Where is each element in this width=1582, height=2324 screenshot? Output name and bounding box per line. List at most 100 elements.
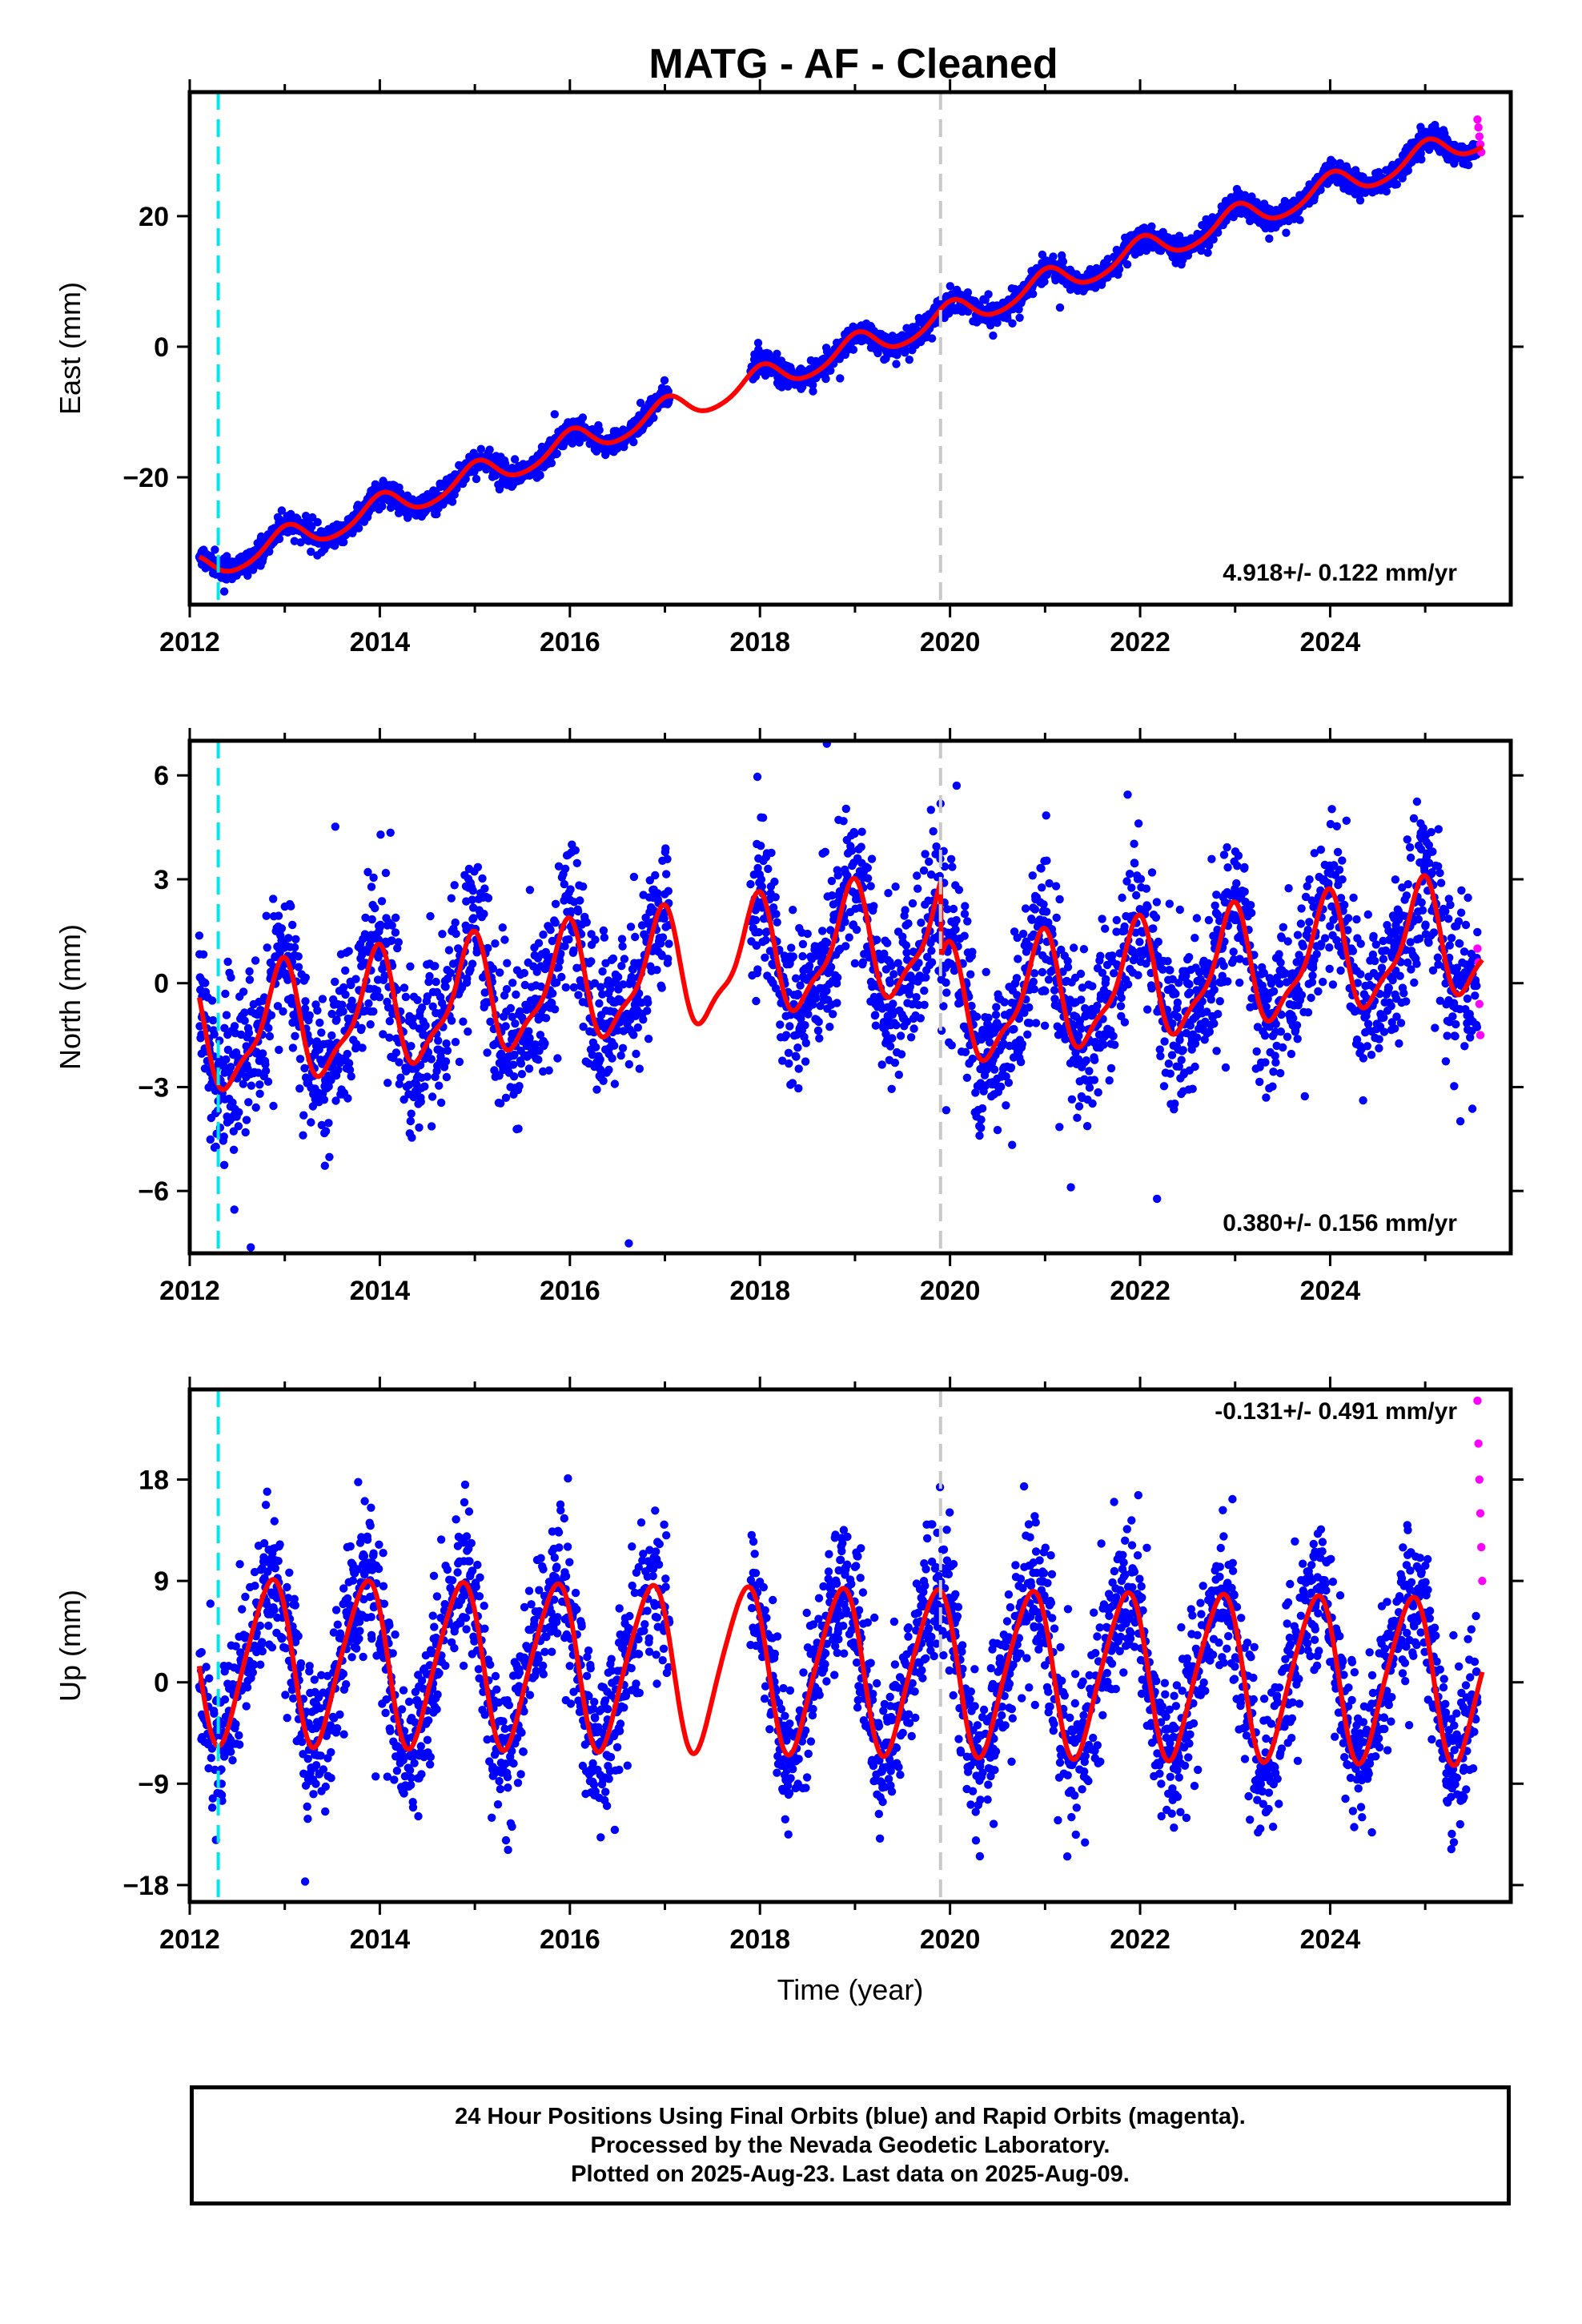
data-point: [540, 1039, 549, 1048]
data-point: [300, 1063, 309, 1073]
rapid-point: [1474, 123, 1483, 132]
data-point: [1316, 185, 1325, 195]
data-point: [263, 1077, 273, 1086]
data-point: [367, 883, 376, 891]
data-point: [244, 1098, 253, 1107]
data-point: [391, 913, 400, 923]
data-point: [962, 1073, 972, 1083]
data-point: [592, 1043, 600, 1051]
data-point: [660, 376, 669, 385]
data-point: [1014, 955, 1022, 963]
data-point: [261, 1059, 270, 1069]
data-point: [424, 1047, 433, 1057]
data-point: [926, 806, 936, 814]
data-point: [595, 425, 604, 435]
data-point: [662, 870, 671, 879]
data-point: [757, 875, 766, 884]
data-point: [778, 1056, 787, 1065]
data-point: [385, 1033, 394, 1042]
data-point: [1030, 985, 1039, 994]
data-point: [251, 1103, 260, 1112]
data-point: [219, 587, 229, 596]
data-point: [455, 1057, 464, 1067]
data-point: [379, 1030, 387, 1039]
data-point: [488, 964, 497, 973]
data-point: [261, 1067, 271, 1076]
data-point: [235, 1108, 243, 1117]
data-point: [239, 987, 248, 996]
data-point: [245, 975, 255, 984]
data-point: [509, 1072, 519, 1081]
data-point: [341, 990, 350, 999]
data-point: [354, 524, 363, 533]
data-point: [781, 1031, 791, 1039]
data-point: [269, 1101, 278, 1111]
data-point: [598, 990, 607, 999]
data-point: [391, 1048, 401, 1057]
data-point: [975, 1131, 984, 1140]
data-point: [228, 1098, 237, 1108]
data-point: [906, 1033, 916, 1042]
data-point: [841, 918, 849, 927]
data-point: [334, 1065, 343, 1075]
data-point: [552, 449, 561, 458]
data-point: [949, 904, 958, 914]
data-point: [195, 931, 204, 940]
data-point: [916, 1014, 926, 1023]
data-point: [825, 1023, 834, 1031]
rapid-point: [1473, 115, 1482, 124]
data-point: [240, 1016, 249, 1025]
data-point: [423, 1072, 432, 1081]
data-point: [758, 813, 768, 822]
data-point: [813, 1026, 823, 1035]
data-point: [785, 1059, 793, 1068]
data-point: [1004, 1078, 1014, 1088]
data-point: [264, 1023, 273, 1033]
data-point: [809, 380, 817, 389]
data-point: [299, 1131, 307, 1140]
data-point: [361, 913, 370, 923]
data-point: [391, 928, 400, 937]
data-point: [753, 772, 762, 782]
data-point: [539, 930, 548, 939]
data-point: [1282, 228, 1291, 237]
data-point: [626, 923, 636, 931]
data-point: [821, 374, 830, 384]
data-point: [420, 1082, 429, 1091]
data-point: [867, 854, 877, 863]
data-point: [331, 977, 339, 987]
data-point: [873, 935, 881, 944]
data-point: [331, 1096, 340, 1105]
data-point: [927, 958, 937, 967]
data-point: [321, 1127, 331, 1136]
data-point: [546, 926, 555, 935]
data-point: [400, 1095, 408, 1104]
data-point: [1464, 160, 1473, 170]
data-point: [308, 1102, 318, 1111]
data-point: [752, 996, 761, 1006]
data-point: [395, 1080, 404, 1088]
data-point: [1008, 1140, 1017, 1149]
east-model-fit-line: [198, 136, 1484, 574]
data-point: [378, 502, 387, 511]
data-point: [423, 992, 432, 1001]
data-point: [977, 1116, 986, 1124]
data-point: [1030, 905, 1040, 914]
data-point: [571, 846, 580, 855]
data-point: [822, 987, 831, 995]
data-point: [288, 1043, 298, 1052]
y-tick-label: 0: [154, 332, 169, 363]
data-point: [901, 941, 911, 950]
data-point: [576, 896, 584, 905]
data-point: [1058, 257, 1068, 266]
data-point: [484, 943, 492, 953]
data-point: [358, 1043, 367, 1052]
data-point: [284, 934, 293, 943]
data-point: [1029, 977, 1038, 987]
x-tick-label: 2012: [159, 627, 220, 657]
data-point: [441, 983, 450, 991]
data-point: [624, 1239, 633, 1248]
data-point: [572, 858, 581, 868]
data-point: [821, 847, 830, 857]
